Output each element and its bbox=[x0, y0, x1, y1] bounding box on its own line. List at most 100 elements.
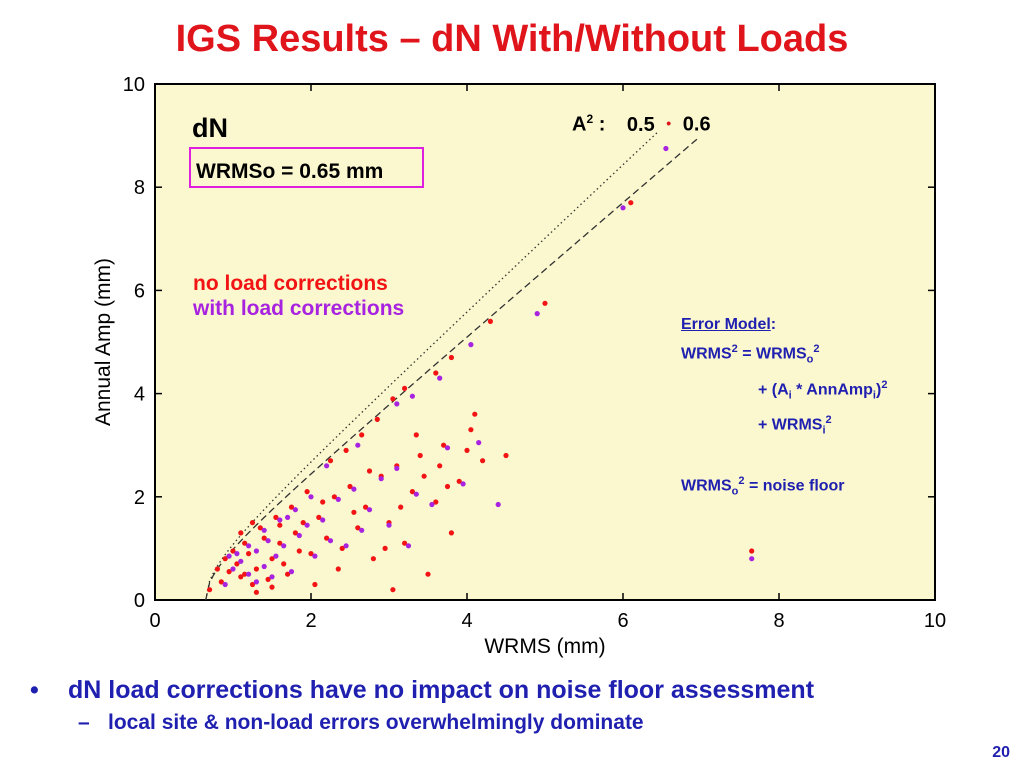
data-point-no-load bbox=[437, 463, 443, 469]
error-model-box: Error Model: WRMS2 = WRMSo2 + (Ai * AnnA… bbox=[681, 312, 931, 504]
data-point-with-load bbox=[749, 556, 755, 562]
data-point-no-load bbox=[230, 548, 236, 554]
data-point-no-load bbox=[238, 574, 244, 580]
data-point-no-load bbox=[269, 584, 275, 590]
data-point-no-load bbox=[347, 483, 353, 490]
data-point-no-load bbox=[207, 587, 213, 593]
data-point-no-load bbox=[417, 452, 423, 459]
data-point-no-load bbox=[249, 581, 256, 588]
y-tick-label: 0 bbox=[134, 590, 145, 612]
x-tick-label: 4 bbox=[461, 610, 472, 632]
sub-bullet-marker: – bbox=[78, 711, 90, 734]
data-point-with-load bbox=[277, 517, 283, 523]
x-axis-label: WRMS (mm) bbox=[484, 635, 605, 658]
data-point-with-load bbox=[230, 566, 236, 572]
a2-sup: 2 bbox=[586, 112, 594, 126]
data-point-with-load bbox=[324, 463, 330, 469]
axis-tick-labels: 0 2 4 6 8 10 0 2 4 6 8 10 bbox=[123, 74, 946, 632]
y-tick-label: 10 bbox=[123, 74, 145, 96]
data-point-no-load bbox=[448, 354, 454, 361]
data-point-no-load bbox=[425, 571, 431, 577]
data-point-with-load bbox=[663, 145, 669, 152]
panel-label: dN bbox=[192, 113, 228, 143]
data-point-with-load bbox=[355, 442, 361, 448]
bullet-text-1: dN load corrections have no impact on no… bbox=[68, 676, 815, 704]
data-point-no-load bbox=[277, 540, 283, 546]
a2-label: A bbox=[572, 113, 587, 136]
data-point-no-load bbox=[257, 525, 263, 531]
data-point-with-load bbox=[476, 440, 482, 446]
a2-dot: • bbox=[666, 114, 672, 131]
data-point-with-load bbox=[413, 491, 419, 497]
y-axis-label: Annual Amp (mm) bbox=[92, 258, 115, 426]
data-point-with-load bbox=[222, 581, 228, 588]
data-point-no-load bbox=[370, 556, 376, 562]
annotation-text: WRMSo = 0.65 mm bbox=[196, 160, 383, 183]
data-point-with-load bbox=[351, 486, 357, 492]
data-point-no-load bbox=[468, 427, 474, 433]
data-point-no-load bbox=[285, 571, 291, 577]
data-point-no-load bbox=[335, 566, 341, 572]
data-point-no-load bbox=[441, 442, 447, 448]
data-point-no-load bbox=[214, 566, 220, 572]
data-point-no-load bbox=[464, 447, 470, 453]
data-point-no-load bbox=[343, 447, 349, 453]
a2-value-dotted: 0.5 bbox=[626, 113, 655, 136]
data-point-with-load bbox=[281, 543, 287, 549]
data-point-no-load bbox=[300, 520, 306, 526]
data-point-with-load bbox=[253, 579, 259, 585]
data-point-no-load bbox=[472, 411, 478, 417]
data-point-no-load bbox=[503, 452, 509, 459]
data-point-no-load bbox=[390, 396, 396, 402]
error-model-line-3: + WRMSi2 bbox=[758, 414, 832, 437]
x-tick-label: 10 bbox=[924, 610, 946, 632]
data-point-no-load bbox=[265, 576, 271, 583]
data-point-with-load bbox=[444, 445, 451, 451]
data-point-with-load bbox=[265, 538, 271, 544]
bullet-item-2: – local site & non-load errors overwhelmi… bbox=[30, 711, 1020, 735]
data-point-with-load bbox=[320, 517, 326, 523]
data-point-with-load bbox=[394, 401, 400, 407]
data-point-no-load bbox=[433, 499, 439, 505]
x-tick-label: 8 bbox=[773, 610, 784, 632]
a2-legend: A2 : 0.5 • 0.6 bbox=[572, 112, 711, 137]
error-model-line-4: WRMSo2 = noise floor bbox=[681, 474, 845, 498]
data-point-no-load bbox=[355, 525, 361, 531]
data-point-no-load bbox=[433, 370, 439, 376]
data-point-no-load bbox=[402, 385, 408, 391]
data-point-with-load bbox=[288, 569, 295, 575]
data-point-with-load bbox=[378, 476, 384, 482]
data-point-no-load bbox=[421, 473, 427, 479]
bullet-item-1: • dN load corrections have no impact on n… bbox=[30, 676, 1020, 705]
legend-with-load: with load corrections bbox=[192, 297, 404, 320]
data-point-with-load bbox=[269, 574, 275, 580]
data-point-with-load bbox=[238, 558, 244, 564]
data-point-with-load bbox=[246, 571, 252, 577]
data-point-with-load bbox=[285, 514, 291, 521]
data-point-no-load bbox=[218, 579, 224, 585]
data-point-with-load bbox=[460, 481, 466, 487]
data-point-with-load bbox=[437, 375, 443, 381]
data-point-no-load bbox=[242, 571, 248, 577]
reference-lines bbox=[205, 131, 698, 601]
data-point-with-load bbox=[226, 553, 232, 559]
data-point-with-load bbox=[304, 522, 310, 528]
x-tick-label: 2 bbox=[305, 610, 316, 632]
data-point-no-load bbox=[304, 489, 310, 495]
data-point-with-load bbox=[335, 496, 341, 502]
data-point-with-load bbox=[308, 494, 314, 500]
data-point-no-load bbox=[402, 540, 408, 546]
legend-no-load: no load corrections bbox=[193, 272, 388, 295]
data-point-no-load bbox=[312, 581, 318, 588]
error-model-line-1: WRMS2 = WRMSo2 bbox=[681, 343, 820, 366]
data-point-with-load bbox=[327, 538, 334, 544]
data-point-no-load bbox=[273, 514, 279, 521]
error-model-heading: Error Model: bbox=[681, 316, 777, 333]
x-tick-label: 6 bbox=[617, 610, 628, 632]
a2-label-suffix: : bbox=[593, 113, 606, 136]
data-point-no-load bbox=[351, 509, 357, 515]
y-tick-label: 8 bbox=[134, 177, 145, 199]
error-model-line-2: + (Ai * AnnAmpi)2 bbox=[758, 378, 888, 402]
data-point-no-load bbox=[238, 530, 244, 536]
